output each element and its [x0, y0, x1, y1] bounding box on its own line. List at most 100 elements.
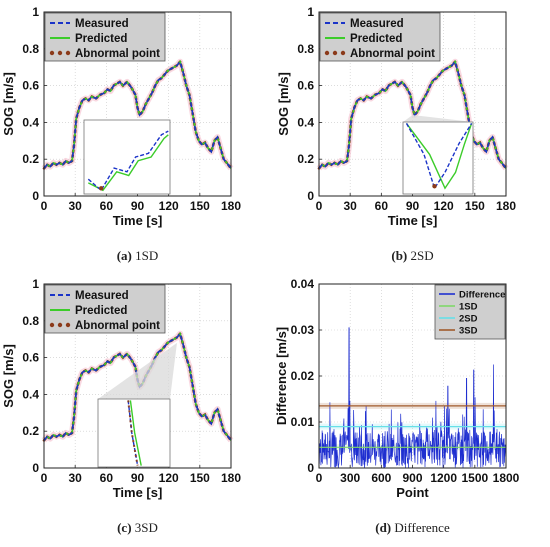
d-xlabel: Point: [396, 485, 429, 500]
c-ytick-label: 1: [32, 277, 39, 291]
b-xtick-label: 0: [316, 199, 323, 213]
caption-c-letter: (c): [117, 520, 132, 535]
b-xtick-label: 120: [434, 199, 454, 213]
b-ytick-label: 0.2: [297, 152, 314, 166]
chart-panel-b: 0 30 60 90 120 150 180 0 0.2 0.4 0.6 0.8 1 Time [s] SO…: [275, 0, 550, 275]
c-xtick-label: 0: [41, 471, 48, 485]
a-legend-swatch-abnormal: [65, 50, 71, 56]
c-legend-swatch-abnormal: [65, 322, 71, 328]
b-ytick-label: 0: [307, 189, 314, 203]
b-ytick-label: 0.4: [297, 115, 314, 129]
c-plot-frame: [43, 283, 232, 469]
a-ytick-label: 1: [32, 5, 39, 19]
c-xlabel: Time [s]: [113, 485, 163, 500]
chart-panel-d: 0 300 600 900 1200 1500 1800 0 0.01 0.02 0.03 0.04 P…: [274, 272, 550, 547]
caption-b-text: 2SD: [407, 248, 434, 263]
b-xtick-label: 150: [465, 199, 485, 213]
c-xtick-label: 150: [190, 471, 210, 485]
caption-c: (c) 3SD: [0, 520, 275, 536]
caption-c-text: 3SD: [131, 520, 158, 535]
d-xtick-label: 900: [402, 471, 422, 485]
chart-c-svg: 0 30 60 90 120 150 180 0 0.2 0.4 0.6 0.8 1 Time [s] SO…: [1, 277, 241, 500]
c-legend-label: Predicted: [75, 305, 127, 317]
b-inset-abnormal-point: [432, 184, 437, 189]
caption-a-text: 1SD: [131, 248, 159, 263]
c-legend-label: Measured: [75, 290, 129, 302]
b-plot-frame: [318, 11, 507, 197]
c-legend-label: Abnormal point: [75, 320, 160, 332]
a-legend-label: Abnormal point: [75, 48, 160, 60]
a-ytick-label: 0: [32, 189, 39, 203]
c-ytick-label: 0.2: [22, 424, 39, 438]
a-legend-box: [44, 12, 166, 62]
a-plot-frame: [43, 11, 232, 197]
a-series-measured: [43, 60, 232, 169]
b-inset-measured: [405, 123, 473, 190]
a-xtick-label: 180: [221, 199, 241, 213]
c-ylabel: SOG [m/s]: [1, 344, 16, 408]
b-series-measured: [318, 60, 507, 169]
chart-b-svg: 0 30 60 90 120 150 180 0 0.2 0.4 0.6 0.8 1 Time [s] SO…: [276, 5, 516, 228]
d-series-difference: [318, 327, 507, 469]
a-xtick-label: 90: [131, 199, 145, 213]
c-legend-box: [44, 284, 166, 334]
a-ylabel: SOG [m/s]: [1, 72, 16, 136]
caption-d-letter: (d): [375, 520, 392, 535]
chart-a-svg: 0 30 60 90 120 150 180 0 0.2 0.4 0.6 0.8 1 Time [s] SO…: [1, 5, 241, 228]
c-ytick-label: 0.8: [22, 314, 39, 328]
b-legend-label: Abnormal point: [350, 48, 435, 60]
d-xtick-label: 0: [316, 471, 323, 485]
b-inset-predicted: [405, 122, 473, 190]
chart-d-svg: 0 300 600 900 1200 1500 1800 0 0.01 0.02 0.03 0.04 P…: [274, 277, 520, 500]
a-xtick-label: 0: [41, 199, 48, 213]
d-ytick-label: 0.01: [291, 415, 315, 429]
b-ytick-label: 1: [307, 5, 314, 19]
caption-d: (d) Difference: [275, 520, 550, 536]
a-legend-swatch-abnormal: [49, 50, 55, 56]
c-xtick-label: 30: [68, 471, 82, 485]
caption-a-letter: (a): [116, 248, 132, 263]
d-xtick-label: 1800: [493, 471, 520, 485]
d-xtick-label: 1200: [430, 471, 457, 485]
a-inset-measured: [87, 130, 169, 192]
b-xtick-label: 90: [406, 199, 420, 213]
a-xtick-label: 120: [159, 199, 179, 213]
caption-a: (a) 1SD: [0, 248, 275, 264]
b-ylabel: SOG [m/s]: [276, 72, 291, 136]
a-ytick-label: 0.2: [22, 152, 39, 166]
d-plot-frame: [318, 283, 507, 469]
a-xtick-label: 30: [68, 199, 82, 213]
a-legend-label: Measured: [75, 18, 129, 30]
c-ytick-label: 0: [32, 461, 39, 475]
a-xlabel: Time [s]: [113, 213, 163, 228]
b-xtick-label: 30: [343, 199, 357, 213]
d-ytick-label: 0.02: [291, 369, 315, 383]
d-xtick-label: 300: [340, 471, 360, 485]
c-ytick-label: 0.6: [22, 351, 39, 365]
c-legend-swatch-abnormal: [57, 322, 63, 328]
c-inset-abnormal: [127, 400, 139, 466]
b-legend-label: Predicted: [350, 33, 402, 45]
chart-panel-c: 0 30 60 90 120 150 180 0 0.2 0.4 0.6 0.8 1 Time [s] SO…: [0, 272, 275, 547]
c-ytick-label: 0.4: [22, 387, 39, 401]
chart-panel-a: 0 30 60 90 120 150 180 0 0.2 0.4 0.6 0.8 1 Time [s] SO…: [0, 0, 275, 275]
c-inset-measured: [127, 400, 139, 466]
b-legend-swatch-abnormal: [332, 50, 338, 56]
b-legend-swatch-abnormal: [324, 50, 330, 56]
b-inset-connector: [403, 115, 473, 122]
d-ytick-label: 0.03: [291, 323, 315, 337]
a-xtick-label: 150: [190, 199, 210, 213]
d-legend-label: 3SD: [459, 326, 478, 337]
d-xtick-label: 1500: [461, 471, 488, 485]
a-legend-label: Predicted: [75, 33, 127, 45]
d-xtick-label: 600: [371, 471, 391, 485]
caption-b: (b) 2SD: [275, 248, 550, 264]
a-legend-swatch-abnormal: [57, 50, 63, 56]
b-xtick-label: 180: [496, 199, 516, 213]
a-inset-predicted: [87, 134, 169, 192]
c-legend-swatch-abnormal: [49, 322, 55, 328]
c-xtick-label: 90: [131, 471, 145, 485]
b-xtick-label: 60: [375, 199, 389, 213]
d-ytick-label: 0.04: [291, 277, 315, 291]
c-inset-predicted: [129, 400, 142, 466]
